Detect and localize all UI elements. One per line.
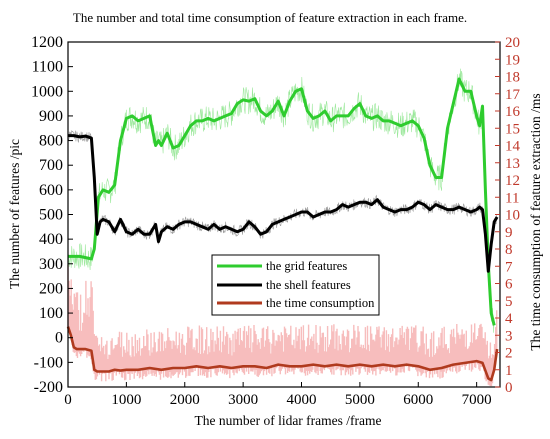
y-tick-label: 400 xyxy=(39,231,63,248)
y2-tick-label: 6 xyxy=(505,277,513,293)
legend-label-grid: the grid features xyxy=(266,259,347,273)
y2-tick-label: 17 xyxy=(505,87,521,103)
grid-raw-trace xyxy=(67,68,495,333)
y-tick-label: 1200 xyxy=(31,34,63,51)
x-axis-label: The number of lidar frames /frame xyxy=(194,413,381,428)
chart-title: The number and total time consumption of… xyxy=(73,10,467,25)
x-tick-label: 1000 xyxy=(111,392,141,408)
y2-tick-label: 0 xyxy=(505,380,513,396)
y2-tick-label: 2 xyxy=(505,346,513,362)
y-tick-label: 300 xyxy=(39,256,63,273)
y2-axis-label: The time consumption of feature extracti… xyxy=(528,93,543,350)
legend-label-shell: the shell features xyxy=(266,278,351,292)
x-tick-label: 2000 xyxy=(170,392,200,408)
y-tick-label: 800 xyxy=(39,133,63,150)
y2-tick-label: 16 xyxy=(505,104,521,120)
y-tick-label: 1100 xyxy=(32,59,63,76)
series-line-time xyxy=(66,326,499,382)
y2-tick-label: 20 xyxy=(505,35,520,51)
y2-tick-label: 18 xyxy=(505,70,520,86)
x-tick-label: 5000 xyxy=(345,392,375,408)
y-tick-label: 700 xyxy=(39,157,63,174)
y-tick-label: 1000 xyxy=(31,83,63,100)
y2-tick-label: 15 xyxy=(505,121,520,137)
y-tick-label: 0 xyxy=(55,330,63,347)
series-line-grid xyxy=(68,77,496,326)
y-tick-label: -100 xyxy=(34,354,63,371)
y-tick-label: 500 xyxy=(39,207,63,224)
y2-tick-label: 10 xyxy=(505,208,520,224)
x-tick-label: 3000 xyxy=(228,392,258,408)
x-tick-label: 4000 xyxy=(287,392,317,408)
y2-tick-label: 8 xyxy=(505,242,513,258)
y-tick-label: 900 xyxy=(39,108,63,125)
y2-tick-label: 14 xyxy=(505,139,521,155)
legend-label-time: the time consumption xyxy=(266,296,375,310)
y2-tick-label: 11 xyxy=(505,190,519,206)
y2-tick-label: 19 xyxy=(505,52,520,68)
axes-layer: 1200110010009008007006005004003002001000… xyxy=(31,34,521,408)
y-tick-label: -200 xyxy=(34,379,63,396)
x-tick-label: 6000 xyxy=(403,392,433,408)
x-tick-label: 0 xyxy=(64,392,72,408)
y2-tick-label: 13 xyxy=(505,156,520,172)
series-layer xyxy=(66,77,499,382)
y-tick-label: 200 xyxy=(39,280,63,297)
y2-tick-label: 9 xyxy=(505,225,513,241)
y-tick-label: 600 xyxy=(39,182,63,199)
x-tick-label: 7000 xyxy=(462,392,492,408)
legend: the grid features the shell features the… xyxy=(211,254,380,316)
y-axis-label: The number of features /pic xyxy=(7,139,22,289)
y2-tick-label: 12 xyxy=(505,173,520,189)
series-line-shell xyxy=(68,134,499,273)
y2-tick-label: 5 xyxy=(505,294,513,310)
y2-tick-label: 1 xyxy=(505,363,513,379)
y2-tick-label: 3 xyxy=(505,328,513,344)
y2-tick-label: 7 xyxy=(505,259,513,275)
y2-tick-label: 4 xyxy=(505,311,513,327)
y-tick-label: 100 xyxy=(39,305,63,322)
